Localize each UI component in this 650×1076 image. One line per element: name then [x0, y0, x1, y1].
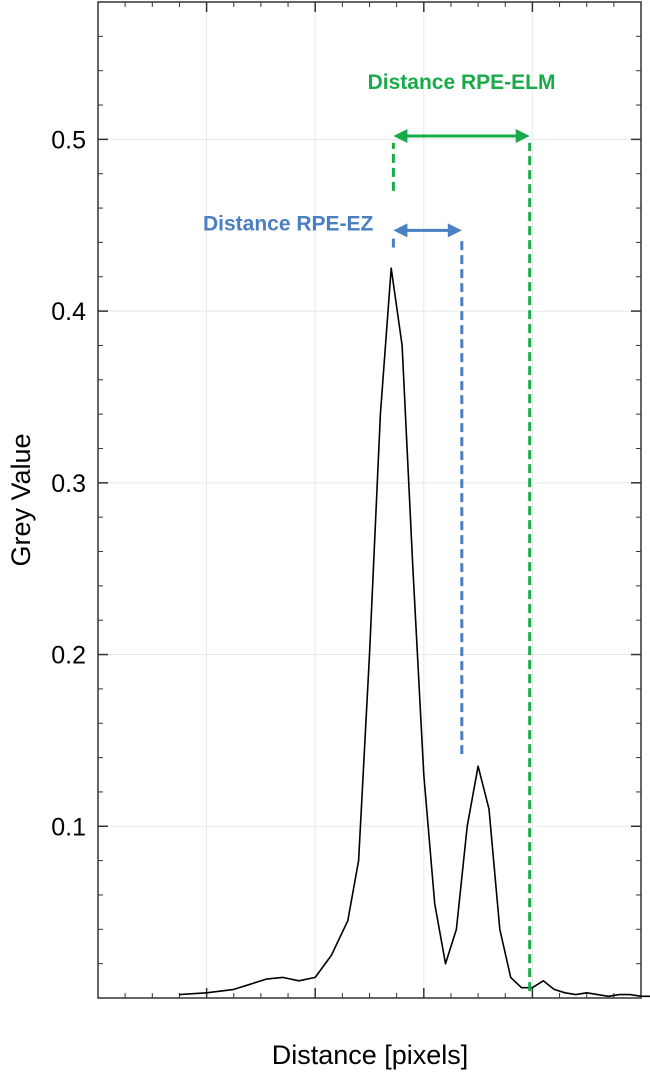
annotation-label: Distance RPE-ELM — [368, 71, 556, 94]
arrowhead-right — [447, 223, 462, 238]
grid-lines — [98, 2, 641, 998]
arrowhead-right — [515, 128, 530, 143]
y-tick-label: 0.1 — [51, 813, 86, 841]
y-axis-label: Grey Value — [6, 433, 36, 566]
arrowhead-left — [393, 128, 408, 143]
y-tick-labels: 0.1 0.2 0.3 0.4 0.5 — [51, 126, 86, 841]
arrowhead-left — [393, 223, 408, 238]
x-axis-label: Distance [pixels] — [272, 1040, 469, 1070]
y-tick-label: 0.2 — [51, 642, 86, 670]
y-tick-label: 0.4 — [51, 298, 86, 326]
axis-ticks — [98, 2, 641, 998]
annotations: Distance RPE-ELM Distance RPE-EZ — [203, 71, 556, 992]
series-line — [179, 267, 650, 998]
y-tick-label: 0.3 — [51, 470, 86, 498]
y-tick-label: 0.5 — [51, 126, 86, 154]
annotation-label: Distance RPE-EZ — [203, 212, 374, 235]
plot-frame — [97, 1, 642, 999]
